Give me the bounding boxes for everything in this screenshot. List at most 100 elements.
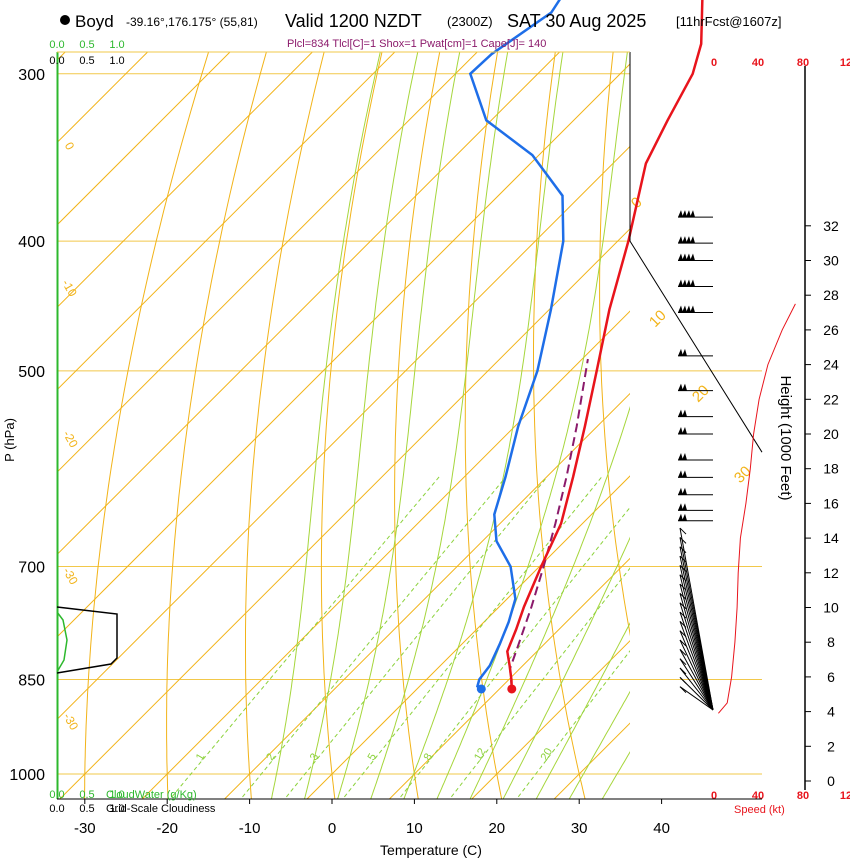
wind-barb-flag	[682, 513, 687, 521]
wind-barb-staff	[679, 527, 714, 711]
moist-adiabat-line	[337, 52, 461, 799]
height-tick-label: 26	[823, 322, 839, 338]
isotherm-label: 30	[731, 463, 755, 487]
dry-adiabat-line	[533, 52, 586, 799]
p-tick-label: 1000	[9, 767, 45, 784]
wind-barb-flag	[679, 658, 687, 666]
moist-adiabat-line	[535, 622, 630, 799]
dry-adiabat-label: 0	[62, 140, 78, 153]
dry-adiabat-label: -30	[60, 711, 81, 733]
isotherm-line	[57, 52, 314, 309]
cloudiness-tick-top: 1.0	[109, 55, 124, 67]
x-tick-label: -10	[239, 820, 261, 837]
x-axis-title: Temperature (C)	[380, 842, 482, 858]
wind-barb-staff	[679, 630, 714, 711]
wind-barb-flag	[690, 253, 695, 261]
station-name: Boyd	[75, 12, 114, 31]
isotherm-line	[57, 52, 231, 226]
wind-barb-flag	[678, 236, 683, 244]
isotherm-label: 10	[646, 307, 670, 331]
x-tick-label: 0	[328, 820, 336, 837]
wind-barb-flag	[679, 649, 687, 656]
speed-tick-top: 80	[797, 57, 809, 69]
mixing-ratio-line	[169, 476, 440, 799]
isotherm-line	[633, 0, 850, 802]
forecast-date: SAT 30 Aug 2025	[507, 11, 646, 31]
speed-tick-bottom: 12	[840, 790, 850, 802]
mixing-ratio-line	[342, 476, 603, 799]
wind-barb-flag	[682, 210, 687, 218]
moist-adiabat-line	[270, 52, 381, 799]
cloud-water-label: CloudWater (g/Kg)	[106, 789, 197, 801]
temperature-line	[506, 0, 704, 690]
wind-barb-flag	[682, 470, 687, 478]
height-tick-label: 18	[823, 461, 839, 477]
wind-barb-flag	[682, 279, 687, 287]
wind-barb-staff	[679, 639, 714, 711]
height-tick-label: 0	[827, 773, 835, 789]
wind-barb-flag	[686, 279, 691, 287]
isotherm-line	[57, 52, 149, 144]
wind-barb-staff	[679, 686, 714, 711]
wind-barb-flag	[679, 686, 687, 694]
wind-barb-flag	[686, 305, 691, 313]
dry-adiabat-line	[844, 0, 850, 802]
height-tick-label: 16	[823, 495, 839, 511]
isotherm-label: 20	[689, 382, 713, 406]
x-tick-label: 40	[653, 820, 670, 837]
cloudiness-tick-top: 0.5	[79, 55, 94, 67]
speed-axis-label: Speed (kt)	[734, 804, 785, 816]
moist-adiabat-line	[436, 52, 628, 799]
wind-panel: 0246810121416182022242628303200404080801…	[678, 57, 850, 802]
speed-tick-bottom: 0	[711, 790, 717, 802]
height-tick-label: 22	[823, 391, 839, 407]
isotherm-line	[141, 310, 630, 799]
dry-adiabat-line	[394, 52, 441, 799]
cloud-water-tick-top: 0.0	[49, 39, 64, 51]
dry-adiabat-label: -30	[60, 565, 81, 587]
isotherm-line	[471, 640, 630, 799]
wind-barb-flag	[682, 409, 687, 417]
x-tick-label: -30	[74, 820, 96, 837]
dry-adiabat-line	[84, 52, 210, 799]
p-tick-label: 500	[18, 364, 45, 381]
cloud-water-tick-bottom: 1.0	[109, 789, 124, 801]
wind-barb-flag	[686, 210, 691, 218]
sounding-profiles	[468, 0, 704, 694]
wind-barb-flag	[690, 305, 695, 313]
speed-tick-bottom: 40	[752, 790, 764, 802]
isotherm-line	[57, 52, 561, 556]
valid-time: Valid 1200 NZDT	[285, 11, 422, 31]
speed-tick-top: 40	[752, 57, 764, 69]
isotherm-line	[57, 52, 396, 391]
wind-barb-flag	[679, 527, 687, 535]
wind-barb-flag	[678, 427, 683, 434]
moist-adiabat-line	[303, 52, 419, 799]
mixing-ratio-label: 5	[366, 751, 379, 762]
isotherm-line	[59, 228, 630, 799]
x-tick-label: 10	[406, 820, 423, 837]
cloud-panel: 0.0 0.0 0.5 0.5 1.0 1.0 0.0 0.0 0.5 0.5 1.0 1.0	[49, 39, 124, 815]
wind-barb-staff	[679, 649, 714, 711]
isotherm-line	[57, 145, 630, 721]
station-location: -39.16°,176.175° (55,81)	[126, 15, 258, 29]
speed-tick-top: 0	[711, 57, 717, 69]
wind-barb-flag	[678, 253, 683, 261]
height-tick-label: 28	[823, 287, 839, 303]
wind-barb-flag	[686, 253, 691, 261]
cloudiness-tick-bottom: 1.0	[109, 803, 124, 815]
mixing-ratio-line	[240, 476, 507, 799]
height-tick-label: 30	[823, 253, 839, 269]
height-tick-label: 24	[823, 357, 839, 373]
moist-adiabat-line	[502, 536, 630, 799]
x-tick-label: 30	[571, 820, 588, 837]
dry-adiabat-line	[245, 52, 325, 799]
wind-barb-flag	[678, 453, 683, 460]
p-tick-label: 850	[18, 672, 45, 689]
wind-barb-flag	[682, 487, 687, 495]
cloudiness-label: Grid-Scale Cloudiness	[106, 803, 216, 815]
surface-dewpoint-marker	[476, 684, 486, 694]
forecast-info: [11hrFcst@1607z]	[676, 14, 781, 29]
moist-adiabat-line	[601, 751, 630, 799]
